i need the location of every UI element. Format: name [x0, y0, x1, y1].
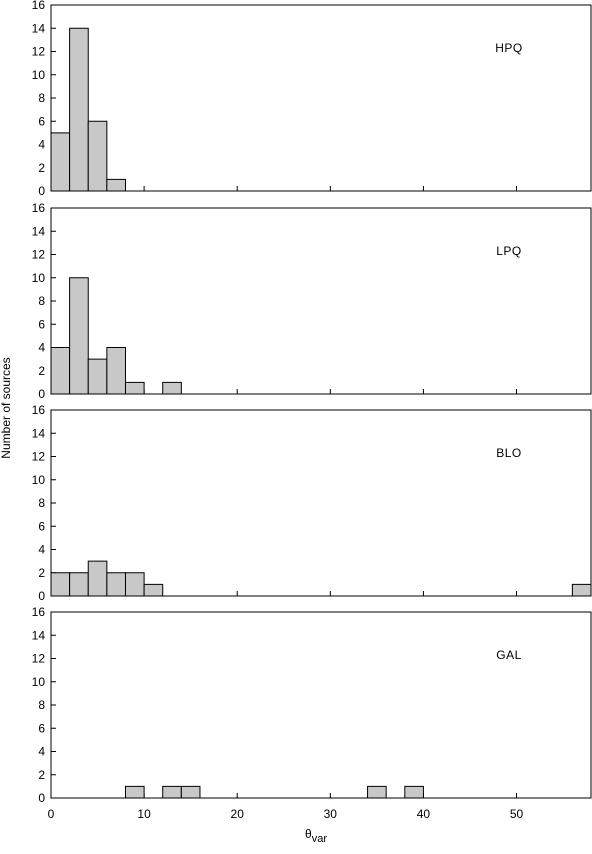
y-tick-label: 12: [32, 45, 46, 59]
y-tick-label: 2: [38, 161, 45, 175]
y-tick-label: 16: [32, 201, 46, 215]
y-tick-label: 6: [38, 114, 45, 128]
bar-lpq: [162, 381, 182, 395]
x-axis-title-symbol: θ: [305, 827, 312, 841]
y-tick-label: 10: [32, 473, 46, 487]
y-tick-label: 2: [38, 768, 45, 782]
y-tick-label: 10: [32, 271, 46, 285]
bar-hpq: [87, 120, 108, 192]
panel-frame-hpq: [50, 4, 592, 192]
y-tick-label: 12: [32, 652, 46, 666]
panel-frame-blo: [50, 409, 592, 597]
y-tick-label: 6: [38, 317, 45, 331]
x-tick-label: 50: [510, 807, 524, 821]
panel-frame-lpq: [50, 207, 592, 395]
y-tick-label: 14: [32, 21, 46, 35]
bar-lpq: [69, 277, 89, 395]
x-tick-label: 10: [137, 807, 151, 821]
y-axis-title: Number of sources: [0, 357, 13, 458]
y-tick-label: 10: [32, 675, 46, 689]
x-tick-label: 0: [48, 807, 55, 821]
bar-gal: [124, 785, 145, 799]
y-tick-label: 2: [38, 566, 45, 580]
y-tick-label: 4: [38, 341, 45, 355]
x-tick-label: 20: [231, 807, 245, 821]
y-tick-label: 8: [38, 698, 45, 712]
x-tick-label: 40: [417, 807, 431, 821]
panel-label-lpq: LPQ: [496, 244, 522, 258]
bar-hpq: [69, 27, 89, 192]
bar-blo: [106, 572, 126, 597]
y-tick-label: 2: [38, 364, 45, 378]
bar-lpq: [124, 381, 145, 395]
y-tick-label: 8: [38, 294, 45, 308]
bar-hpq: [106, 178, 126, 192]
y-tick-label: 4: [38, 745, 45, 759]
y-tick-label: 10: [32, 68, 46, 82]
x-axis-title-subscript: var: [312, 833, 328, 845]
bar-blo: [124, 572, 145, 597]
x-axis-title: θvar: [305, 827, 327, 845]
y-tick-label: 4: [38, 543, 45, 557]
bar-blo: [50, 572, 71, 597]
y-tick-label: 8: [38, 496, 45, 510]
bar-blo: [87, 560, 108, 597]
y-tick-label: 16: [32, 403, 46, 417]
bar-gal: [180, 785, 201, 799]
y-tick-label: 16: [32, 605, 46, 619]
y-tick-label: 6: [38, 519, 45, 533]
bar-gal: [162, 785, 182, 799]
y-tick-label: 14: [32, 628, 46, 642]
bar-hpq: [50, 132, 71, 192]
y-tick-label: 16: [32, 0, 46, 12]
bar-blo: [143, 583, 164, 597]
y-tick-label: 12: [32, 248, 46, 262]
panel-label-hpq: HPQ: [495, 41, 523, 55]
y-tick-label: 6: [38, 721, 45, 735]
bar-lpq: [106, 347, 126, 395]
y-tick-label: 4: [38, 138, 45, 152]
y-tick-label: 0: [38, 387, 45, 401]
y-tick-label: 12: [32, 450, 46, 464]
bar-lpq: [50, 347, 71, 395]
y-tick-label: 8: [38, 91, 45, 105]
x-tick-label: 30: [324, 807, 338, 821]
bar-gal: [367, 785, 387, 799]
panel-frame-gal: [50, 611, 592, 799]
bar-blo: [571, 583, 592, 597]
panel-label-blo: BLO: [496, 446, 522, 460]
bar-gal: [404, 785, 424, 799]
y-tick-label: 0: [38, 184, 45, 198]
y-tick-label: 14: [32, 224, 46, 238]
bar-blo: [69, 572, 89, 597]
bar-lpq: [87, 358, 108, 395]
y-tick-label: 0: [38, 791, 45, 805]
y-tick-label: 0: [38, 589, 45, 603]
panel-label-gal: GAL: [496, 648, 522, 662]
y-tick-label: 14: [32, 426, 46, 440]
